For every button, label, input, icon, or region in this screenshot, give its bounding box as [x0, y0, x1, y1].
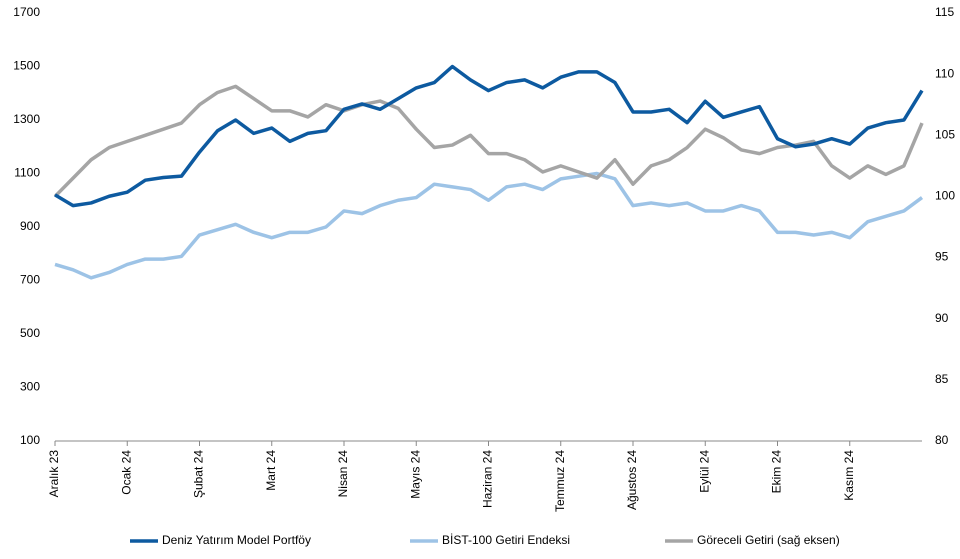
x-tick-label: Kasım 24	[842, 450, 856, 501]
x-tick-label: Haziran 24	[481, 450, 495, 508]
y-tick-label: 1500	[13, 59, 40, 73]
y-tick-label: 900	[20, 219, 40, 233]
x-tick-label: Ocak 24	[119, 450, 133, 495]
x-tick-label: Nisan 24	[336, 450, 350, 498]
y2-tick-label: 110	[935, 66, 954, 80]
y2-tick-label: 105	[935, 127, 955, 141]
y-tick-label: 500	[20, 326, 40, 340]
y2-tick-label: 80	[935, 433, 949, 447]
x-tick-label: Şubat 24	[192, 450, 206, 498]
y2-tick-label: 85	[935, 372, 949, 386]
x-tick-label: Aralık 23	[47, 450, 61, 498]
series-line	[54, 64, 924, 208]
y-tick-label: 700	[20, 273, 40, 287]
legend-label: Göreceli Getiri (sağ eksen)	[697, 533, 840, 547]
y-tick-label: 100	[20, 433, 40, 447]
y2-tick-label: 95	[935, 250, 949, 264]
y-tick-label: 1300	[13, 112, 40, 126]
x-tick-label: Temmuz 24	[553, 450, 567, 512]
x-tick-label: Ağustos 24	[625, 450, 639, 510]
y2-tick-label: 90	[935, 311, 949, 325]
y2-tick-label: 100	[935, 189, 955, 203]
y-tick-label: 300	[20, 380, 40, 394]
y-tick-label: 1100	[14, 166, 40, 180]
series-line	[54, 171, 924, 280]
x-tick-label: Mayıs 24	[408, 450, 422, 499]
y2-tick-label: 115	[935, 5, 954, 19]
x-tick-label: Mart 24	[264, 450, 278, 491]
legend-label: Deniz Yatırım Model Portföy	[162, 533, 311, 547]
x-tick-label: Ekim 24	[770, 450, 784, 494]
x-tick-label: Eylül 24	[697, 450, 711, 493]
series-line	[53, 84, 924, 198]
y-tick-label: 1700	[13, 5, 40, 19]
legend-label: BİST-100 Getiri Endeksi	[442, 533, 570, 547]
